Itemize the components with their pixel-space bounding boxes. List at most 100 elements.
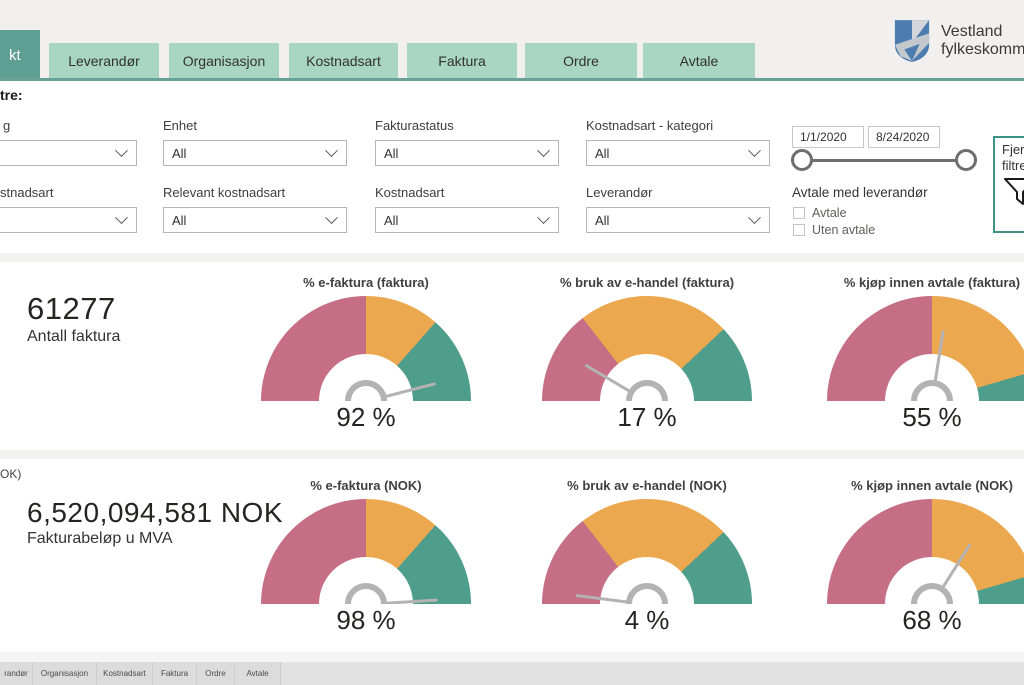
dropdown-cut-2[interactable] [0,207,137,233]
page-tab-ordre[interactable]: Ordre [197,662,235,685]
tab-avtale[interactable]: Avtale [643,43,755,78]
gauge-hub [911,380,953,401]
gauge-arc [827,499,1024,604]
gauge-avtale-nok: % kjøp innen avtale (NOK) 68 % [827,478,1024,636]
tab-oversikt-active[interactable]: kt [0,30,40,80]
dropdown-relevant-kostnadsart[interactable]: All [163,207,347,233]
date-slider-handle-start[interactable] [791,149,813,171]
cut-title-fragment: OK) [0,467,22,481]
gauge-hub [626,583,668,604]
tab-faktura[interactable]: Faktura [407,43,517,78]
checkbox-label: Uten avtale [812,223,876,237]
gauge-arc [261,296,471,401]
gauge-e-faktura-faktura: % e-faktura (faktura) 92 % [261,275,471,433]
dropdown-fakturastatus[interactable]: All [375,140,559,166]
filters-heading: tre: [0,87,23,103]
filter-label-kostnadsart-kategori: Kostnadsart - kategori [586,118,714,133]
filter-label-leverandor: Leverandør [586,185,653,200]
checkbox-label: Avtale [812,206,847,220]
gauge-title: % kjøp innen avtale (NOK) [851,478,1013,493]
dropdown-kostnadsart-kategori[interactable]: All [586,140,770,166]
tab-ordre[interactable]: Ordre [525,43,637,78]
dropdown-value: All [172,145,187,161]
filter-label-relevant-kostnadsart: Relevant kostnadsart [163,185,286,200]
dropdown-enhet[interactable]: All [163,140,347,166]
gauge-value: 92 % [336,402,396,432]
dropdown-leverandor[interactable]: All [586,207,770,233]
gauge-e-handel-nok: % bruk av e-handel (NOK) 4 % [542,478,752,636]
chevron-down-icon [115,210,128,224]
chevron-down-icon [748,210,761,224]
gauge-title: % e-faktura (faktura) [303,275,429,290]
gauge-value: 68 % [902,605,962,635]
chevron-down-icon [537,143,550,157]
checkbox-row-avtale[interactable]: Avtale [793,206,847,220]
chevron-down-icon [115,143,128,157]
vestland-crest-icon [894,20,930,62]
gauge-arc [542,499,752,604]
logo-line2: fylkeskommune [941,41,1024,58]
section-divider [0,253,1024,262]
page-tab-organisasjon[interactable]: Organisasjon [33,662,97,685]
dropdown-value: All [384,212,399,228]
gauge-title: % bruk av e-handel (faktura) [559,275,735,290]
chevron-down-icon [748,143,761,157]
kpi-fakturabelop-value: 6,520,094,581 NOK [27,497,284,528]
date-end-input[interactable]: 8/24/2020 [868,126,940,148]
tab-leverandor[interactable]: Leverandør [49,43,159,78]
logo-text: Vestland fylkeskommune [941,23,1024,60]
filter-label-cut2: stnadsart [0,185,54,200]
avtale-slicer-label: Avtale med leverandør [792,185,928,200]
clear-filters-button[interactable]: Fjern filtre [993,136,1024,233]
gauge-hub [911,583,953,604]
filter-label-kostnadsart: Kostnadsart [375,185,445,200]
chevron-down-icon [537,210,550,224]
dropdown-cut-1[interactable] [0,140,137,166]
gauge-arc [827,296,1024,401]
filter-label-fakturastatus: Fakturastatus [375,118,454,133]
dropdown-value: All [595,145,610,161]
page-tab-faktura[interactable]: Faktura [153,662,197,685]
chevron-down-icon [325,143,338,157]
filter-label-enhet: Enhet [163,118,197,133]
dropdown-value: All [172,212,187,228]
dropdown-kostnadsart[interactable]: All [375,207,559,233]
gauge-value: 17 % [617,402,677,432]
accent-underline [0,78,1024,81]
gauge-title: % bruk av e-handel (NOK) [567,478,727,493]
gauge-title: % kjøp innen avtale (faktura) [843,275,1021,290]
gauge-avtale-faktura: % kjøp innen avtale (faktura) 55 % [827,275,1024,433]
section-divider [0,450,1024,459]
page-tab-avtale[interactable]: Avtale [235,662,281,685]
gauge-value: 55 % [902,402,962,432]
gauge-title: % e-faktura (NOK) [310,478,422,493]
date-slider-track [800,159,966,162]
gauge-arc [261,499,471,604]
checkbox-avtale[interactable] [793,207,805,219]
logo: Vestland fylkeskommune [893,18,1024,64]
tab-organisasjon[interactable]: Organisasjon [169,43,279,78]
tab-kostnadsart[interactable]: Kostnadsart [289,43,398,78]
header: kt Leverandør Organisasjon Kostnadsart F… [0,0,1024,80]
date-slider-handle-end[interactable] [955,149,977,171]
gauge-e-handel-faktura: % bruk av e-handel (faktura) 17 % [542,275,752,433]
logo-line1: Vestland [941,22,1003,40]
funnel-icon [1004,177,1024,205]
bottom-page-tabs: randør Organisasjon Kostnadsart Faktura … [0,662,1024,685]
dropdown-value: All [595,212,610,228]
chevron-down-icon [325,210,338,224]
bottom-strip [0,652,1024,662]
gauge-e-faktura-nok: % e-faktura (NOK) 98 % [261,478,471,636]
checkbox-uten-avtale[interactable] [793,224,805,236]
page-tab-kostnadsart[interactable]: Kostnadsart [97,662,153,685]
gauge-hub [345,583,387,604]
gauge-hub [626,380,668,401]
date-start-input[interactable]: 1/1/2020 [792,126,864,148]
page-tab-leverandor[interactable]: randør [0,662,33,685]
dropdown-value: All [384,145,399,161]
checkbox-row-uten-avtale[interactable]: Uten avtale [793,223,875,237]
kpi-antall-faktura-value: 61277 [27,291,116,326]
kpi-fakturabelop-label: Fakturabeløp u MVA [27,530,173,547]
clear-filters-label: Fjern filtre [1002,142,1024,174]
